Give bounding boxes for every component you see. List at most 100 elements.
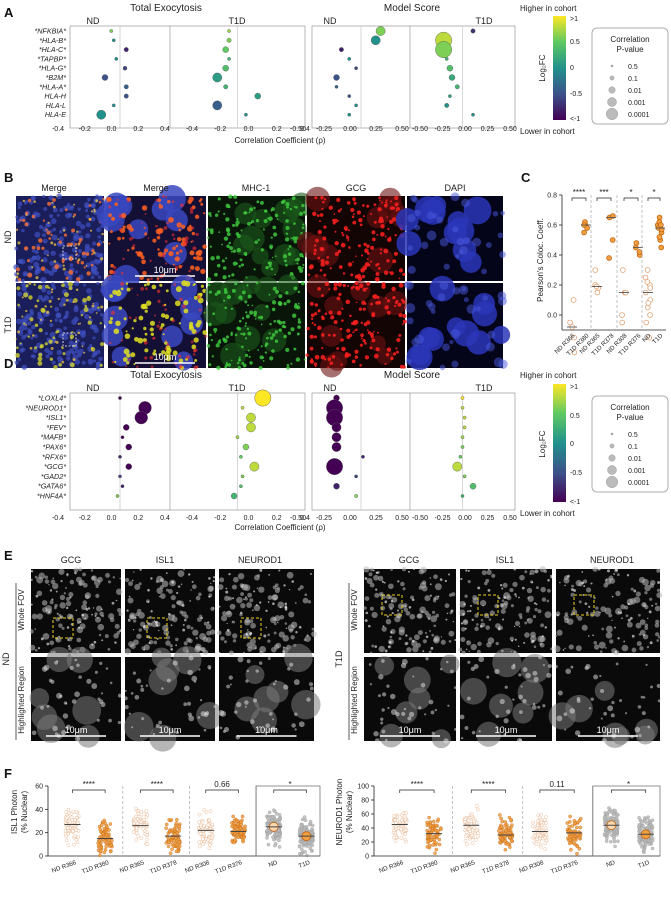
panel-a-cohort-t1d-1: T1D [228, 16, 246, 26]
dot-hla-g [222, 64, 229, 72]
f-point [404, 811, 408, 815]
f-point [463, 838, 468, 843]
highlight-box [573, 594, 595, 616]
panel-f-right-ylabel-1: NEUROD1 Photon [335, 779, 344, 846]
size-legend-label: 0.1 [628, 444, 638, 451]
f-point [145, 842, 150, 846]
panel-a-colorbar-higher: Higher in cohort [520, 4, 577, 13]
f-point [572, 821, 577, 826]
x-tick-label: 0.50 [503, 515, 517, 522]
f-sig-label: **** [83, 780, 95, 789]
f-point [604, 839, 609, 844]
dotplot-frame [311, 392, 516, 511]
c-point [647, 285, 654, 291]
f-group-label: ND R365 [119, 859, 146, 874]
gene-label: *B2M* [46, 73, 67, 82]
dot-mafb [120, 435, 125, 440]
f-point [393, 839, 398, 843]
f-point [142, 812, 146, 816]
panel-e-nd-row-whole-fov: Whole FOV [17, 589, 26, 631]
micrograph-t1d-4 [403, 275, 511, 371]
f-point [201, 837, 205, 841]
panel-a-title-model-score: Model Score [384, 3, 441, 14]
c-sig-bracket [623, 197, 639, 201]
f-point [139, 820, 143, 824]
f-point [265, 833, 270, 837]
f-point [503, 839, 508, 843]
x-tick-label: -0.25 [435, 126, 451, 133]
f-point [107, 828, 111, 832]
f-point [403, 832, 408, 837]
f-point [506, 842, 511, 847]
c-y-tick-label: 0.6 [547, 223, 557, 230]
dot-gad2 [354, 474, 358, 479]
f-point [608, 839, 613, 844]
micrograph-nd-1 [96, 184, 207, 292]
c-point [643, 319, 649, 326]
f-point [74, 809, 79, 814]
c-sig-bracket [647, 197, 661, 201]
f-point [611, 816, 616, 821]
x-tick-label: 0.4 [300, 126, 310, 133]
f-point [543, 835, 547, 840]
f-point [134, 826, 139, 831]
dot-isl1 [462, 415, 467, 420]
dot-hla-a [223, 84, 229, 90]
panel-letter-e: E [4, 548, 13, 563]
f-point [174, 825, 179, 830]
panel-b-col-dapi: DAPI [444, 183, 465, 193]
f-point [69, 815, 74, 820]
dot-hla-b [226, 37, 232, 43]
fov-nd-0 [29, 567, 123, 655]
c-sig-label: **** [573, 188, 585, 197]
f-sig-bracket [539, 789, 575, 793]
dot-hla-a [123, 84, 129, 90]
panel-d-title-model-score: Model Score [384, 370, 441, 381]
f-pooled-frame [255, 785, 321, 857]
f-point [503, 828, 508, 832]
x-tick-label: 0.50 [395, 515, 409, 522]
dot-hla-e [347, 112, 352, 117]
f-point [267, 810, 272, 815]
dot-hla-h [347, 94, 352, 98]
dot-hla-g [122, 65, 128, 71]
f-group-label: T1D [637, 859, 651, 870]
f-point [73, 834, 77, 838]
micrograph-t1d-1 [100, 274, 208, 371]
c-y-tick-label: 0.8 [547, 193, 557, 200]
c-point [571, 334, 577, 341]
panel-a-cb-zero: 0 [570, 65, 574, 72]
f-y-tick-label: 0 [39, 854, 43, 861]
f-point [568, 837, 572, 842]
panel-a: Total Exocytosis Model Score ND T1D ND T… [34, 3, 669, 145]
f-point [637, 815, 641, 820]
f-sig-bracket [399, 789, 435, 793]
f-point [463, 825, 468, 830]
f-point [97, 839, 102, 843]
dot-pax6 [460, 445, 465, 449]
f-pooled-frame [592, 785, 661, 857]
f-sig-bracket [470, 789, 506, 793]
dotplot-frame [311, 25, 516, 129]
f-point [273, 843, 277, 848]
x-tick-label: 0.2 [272, 515, 282, 522]
f-point [64, 816, 69, 821]
f-point [569, 847, 573, 852]
micrograph-nd-3 [296, 186, 411, 282]
f-point [197, 844, 202, 849]
f-point [570, 834, 575, 838]
f-point [230, 824, 234, 829]
f-point [399, 836, 404, 840]
f-point [200, 819, 205, 824]
dot-pax6 [125, 443, 132, 451]
f-point [232, 818, 237, 823]
f-point [503, 823, 507, 828]
f-point [392, 828, 396, 833]
f-point [605, 831, 610, 835]
f-point [509, 839, 514, 843]
f-point [310, 823, 315, 828]
x-tick-label: 0.2 [133, 515, 143, 522]
dotplot-frame [69, 392, 306, 511]
panel-e-nd-col-isl1: ISL1 [156, 555, 175, 565]
